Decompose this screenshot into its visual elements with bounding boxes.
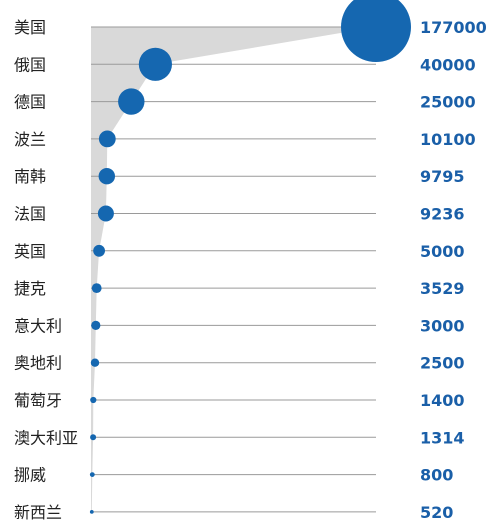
- bubble-point: [97, 205, 114, 222]
- category-label: 新西兰: [14, 503, 62, 522]
- bubble-point: [90, 396, 97, 404]
- bubble-point: [89, 472, 95, 477]
- value-label: 9236: [420, 205, 465, 224]
- value-area: [91, 27, 376, 512]
- value-label: 5000: [420, 242, 465, 261]
- bubble-point: [138, 47, 172, 81]
- grid-layer: [91, 26, 376, 513]
- category-label: 捷克: [14, 279, 46, 298]
- category-label: 南韩: [14, 167, 46, 186]
- value-label: 1314: [420, 428, 465, 447]
- value-label: 9795: [420, 167, 465, 186]
- bubble-point: [98, 130, 116, 148]
- bubble-point: [90, 358, 100, 367]
- bubble-point: [91, 283, 102, 293]
- category-label: 意大利: [14, 316, 62, 335]
- bubble-point: [341, 0, 411, 62]
- value-label: 520: [420, 503, 453, 522]
- category-label: 俄国: [14, 55, 46, 74]
- bubble-point: [91, 320, 101, 330]
- value-label: 800: [420, 466, 453, 485]
- bubble-layer: [89, 0, 411, 514]
- category-label: 挪威: [14, 466, 46, 485]
- value-label: 10100: [420, 130, 476, 149]
- category-label: 奥地利: [14, 354, 62, 373]
- bubble-point: [118, 88, 145, 115]
- value-label: 177000: [420, 18, 487, 37]
- category-label: 美国: [14, 18, 46, 37]
- value-label: 3529: [420, 279, 465, 298]
- category-label: 德国: [14, 93, 46, 112]
- value-label: 2500: [420, 354, 465, 373]
- label-layer: 美国 177000 俄国 40000 德国 25000 波兰 10100 南韩 9795 法国 923…: [14, 18, 487, 522]
- value-label: 40000: [420, 55, 476, 74]
- bubble-point: [98, 168, 116, 185]
- category-label: 波兰: [14, 130, 46, 149]
- category-label: 英国: [14, 242, 46, 261]
- bubble-point: [90, 434, 97, 441]
- value-label: 25000: [420, 93, 476, 112]
- category-label: 法国: [14, 205, 46, 224]
- area-layer: [91, 27, 376, 512]
- bubble-point: [89, 510, 94, 514]
- value-label: 1400: [420, 391, 465, 410]
- value-label: 3000: [420, 316, 465, 335]
- category-label: 澳大利亚: [14, 428, 78, 447]
- bubble-point: [93, 244, 105, 257]
- category-label: 葡萄牙: [14, 391, 62, 410]
